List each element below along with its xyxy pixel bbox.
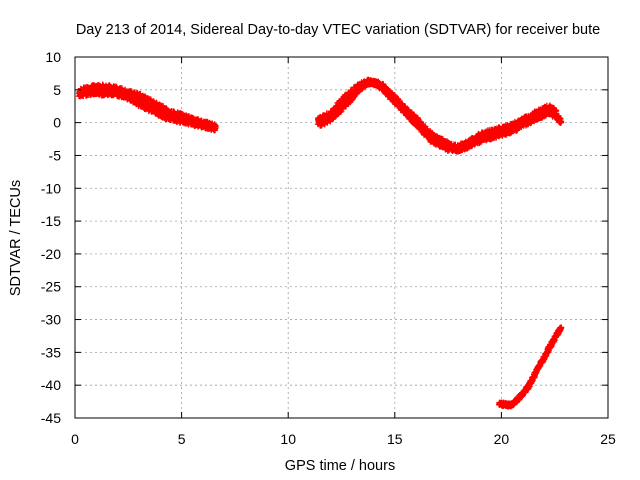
y-tick-label: -5 bbox=[49, 147, 62, 163]
points-layer bbox=[75, 76, 565, 410]
y-tick-label: -20 bbox=[41, 246, 61, 262]
ticks-layer: 0 5 10 15 20 25 10 5 0 -5 -10 -15 -20 -25 -30 -35 -40 -45 bbox=[41, 49, 616, 447]
chart-title: Day 213 of 2014, Sidereal Day-to-day VTE… bbox=[76, 22, 600, 38]
y-tick-label: 10 bbox=[45, 49, 61, 65]
data-point bbox=[212, 124, 219, 131]
x-tick-label: 20 bbox=[494, 431, 510, 447]
y-tick-label: 5 bbox=[53, 82, 61, 98]
y-axis-label: SDTVAR / TECUs bbox=[8, 180, 24, 296]
series-segment-1 bbox=[75, 81, 219, 134]
y-tick-label: -15 bbox=[41, 213, 61, 229]
data-point bbox=[558, 118, 565, 125]
x-tick-label: 15 bbox=[387, 431, 403, 447]
y-tick-label: -25 bbox=[41, 279, 61, 295]
y-tick-label: -10 bbox=[41, 180, 61, 196]
x-tick-label: 10 bbox=[280, 431, 296, 447]
plot-frame bbox=[74, 56, 609, 419]
x-axis-label: GPS time / hours bbox=[285, 458, 395, 474]
y-tick-label: -30 bbox=[41, 312, 61, 328]
y-tick-label: -35 bbox=[41, 344, 61, 360]
data-point bbox=[558, 324, 565, 331]
series-segment-3 bbox=[496, 324, 565, 410]
x-tick-label: 5 bbox=[178, 431, 186, 447]
data-point bbox=[113, 83, 120, 90]
y-tick-label: -45 bbox=[41, 410, 61, 426]
x-tick-label: 25 bbox=[600, 431, 616, 447]
series-segment-2 bbox=[315, 76, 565, 155]
x-tick-label: 0 bbox=[71, 431, 79, 447]
grid-layer bbox=[75, 57, 608, 418]
y-tick-label: 0 bbox=[53, 115, 61, 131]
y-tick-label: -40 bbox=[41, 377, 61, 393]
